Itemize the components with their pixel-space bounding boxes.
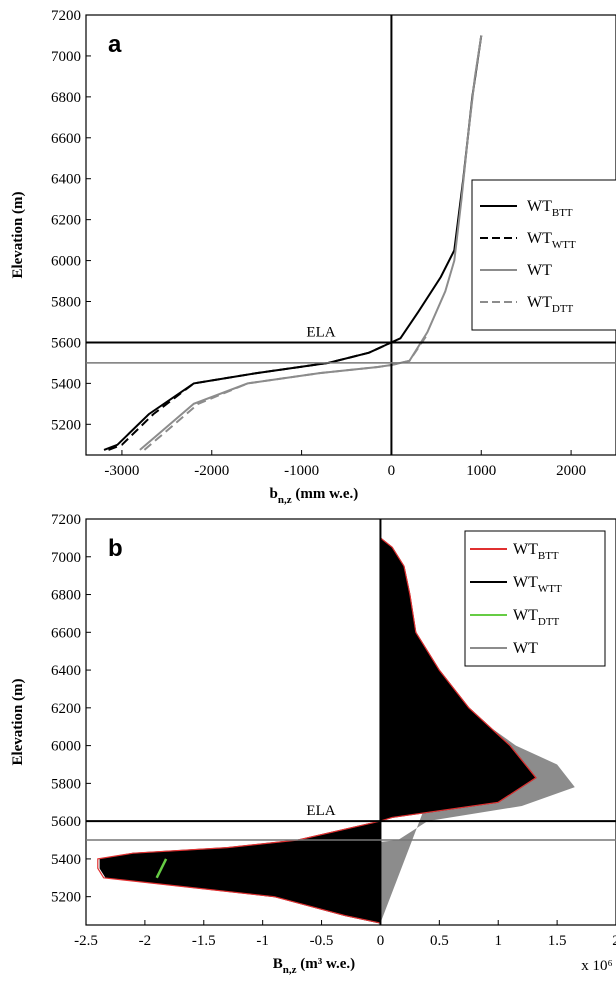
panel-b-ytick-label: 5200 xyxy=(51,890,81,906)
panel-b-xscale-note: x 10⁶ xyxy=(581,958,612,974)
panel-b-xtick-label: 1.5 xyxy=(548,933,567,949)
panel-b-frame xyxy=(85,518,616,926)
panel-b-xtick-label: -1 xyxy=(256,933,269,949)
panel-b-legend-label-3: WT xyxy=(513,640,538,657)
panel-b-ytick-label: 6600 xyxy=(51,625,81,641)
panel-a-series-wt-line xyxy=(139,35,483,451)
panel-a-ytick-label: 7000 xyxy=(51,49,81,65)
panel-b-group: ELA 5200 5400 5600 5800 6000 6200 6400 6600 6800 7… xyxy=(10,512,616,974)
panel-a-series-wtwtt-line xyxy=(108,341,392,451)
panel-b-legend-label-2: WTDTT xyxy=(513,607,560,628)
panel-a-series-wtbtt-line xyxy=(103,35,483,451)
panel-a-ytick-label: 5400 xyxy=(51,376,81,392)
panel-b-xtick-label: -2.5 xyxy=(74,933,98,949)
panel-b-xtick-label: 0 xyxy=(377,933,385,949)
panel-b-xlabel: Bn,z (m³ w.e.) xyxy=(273,956,355,976)
panel-b-legend-label-1: WTWTT xyxy=(513,574,562,595)
panel-a-legend-label-3: WTDTT xyxy=(527,294,574,315)
panel-b-ylabel: Elevation (m) xyxy=(10,678,26,765)
panel-b-legend-label-0: WTBTT xyxy=(513,541,559,562)
panel-b-series-wtdtt-line xyxy=(155,858,168,879)
panel-b-ytick-label: 7000 xyxy=(51,550,81,566)
panel-b-ytick-label: 6400 xyxy=(51,663,81,679)
panel-b-xtick-label: -0.5 xyxy=(310,933,334,949)
panel-a-legend-label-0: WTBTT xyxy=(527,198,573,219)
panel-a-xtick-label: -2000 xyxy=(194,463,229,479)
panel-b-ytick-label: 6000 xyxy=(51,739,81,755)
panel-b-ela-label: ELA xyxy=(306,803,335,819)
panel-b-ytick-label: 5800 xyxy=(51,776,81,792)
panel-b-ytick-label: 6200 xyxy=(51,701,81,717)
panel-b-ytick-label: 5400 xyxy=(51,852,81,868)
panel-b-xtick-label: 1 xyxy=(494,933,502,949)
panel-a-ylabel: Elevation (m) xyxy=(10,191,26,278)
panel-a-ytick-label: 6600 xyxy=(51,131,81,147)
panel-a-series-wtdtt-line xyxy=(143,333,429,451)
panel-b-ytick-label: 7200 xyxy=(51,512,81,528)
panel-b-xtick-label: 2 xyxy=(612,933,616,949)
panel-a-ytick-label: 6400 xyxy=(51,172,81,188)
panel-b-xtick-label: -1.5 xyxy=(192,933,216,949)
panel-b-xtick-label: 0.5 xyxy=(430,933,449,949)
panel-b-legend-box xyxy=(464,530,606,667)
panel-a-legend-label-2: WT xyxy=(527,262,552,279)
panel-a-ytick-label: 7200 xyxy=(51,8,81,24)
panel-a-legend-label-1: WTWTT xyxy=(527,230,576,251)
panel-b-series-wtbtt-outline xyxy=(97,537,537,924)
panel-b-xtick-label: -2 xyxy=(139,933,152,949)
panel-a-xtick-label: -3000 xyxy=(104,463,139,479)
panel-b-panel-label: b xyxy=(108,535,123,562)
panel-a-xtick-label: 0 xyxy=(388,463,396,479)
panel-a-ytick-label: 6800 xyxy=(51,90,81,106)
panel-b-ytick-label: 6800 xyxy=(51,588,81,604)
panel-a-group: ELA 5200 5400 5600 5800 6000 6200 6400 6600 6800 7… xyxy=(10,8,616,479)
panel-a-ytick-label: 5800 xyxy=(51,295,81,311)
panel-a-ela-label: ELA xyxy=(306,324,335,340)
panel-a-ytick-label: 5200 xyxy=(51,417,81,433)
panel-a-ytick-label: 6000 xyxy=(51,254,81,270)
panel-a-ytick-label: 5600 xyxy=(51,335,81,351)
panel-a-ytick-label: 6200 xyxy=(51,213,81,229)
panel-a-xtick-label: 2000 xyxy=(556,463,586,479)
panel-a-frame xyxy=(85,14,616,456)
panel-a-xlabel: bn,z (mm w.e.) xyxy=(270,486,359,506)
panel-a-xtick-label: 1000 xyxy=(466,463,496,479)
panel-a-xtick-label: -1000 xyxy=(284,463,319,479)
panel-a-panel-label: a xyxy=(108,31,122,58)
panel-b-ytick-label: 5600 xyxy=(51,814,81,830)
